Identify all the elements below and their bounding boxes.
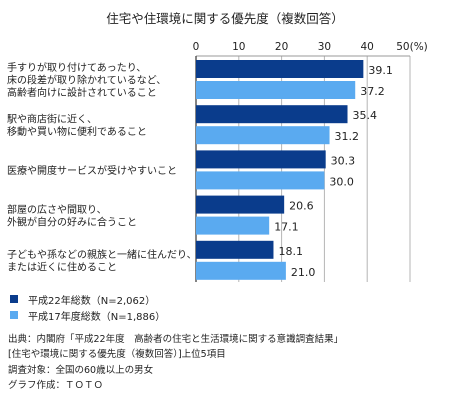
bar (196, 150, 326, 169)
category-label: または近くに住めること (7, 261, 117, 274)
x-tick-label: 0 (193, 41, 200, 53)
note-source: 出典：内閣府「平成22年度 高齢者の住宅と生活環境に関する意識調査結果」 (8, 334, 344, 345)
legend-swatch-series-1 (10, 295, 18, 303)
data-label: 39.1 (368, 64, 393, 77)
category-label: 外観が自分の好みに合うこと (7, 215, 137, 228)
legend-entry-series-1: 平成22年総数（N=2,062） (10, 292, 165, 307)
category-label: 子どもや孫などの親族と一緒に住んだり、 (7, 248, 197, 261)
chart-title: 住宅や住環境に関する優先度（複数回答） (106, 11, 344, 26)
bar-chart: 0 10 20 30 40 50(%)39.1 37.2 手すりが取り付けてあったり、床の段差… (7, 41, 428, 282)
data-label: 30.3 (331, 154, 356, 167)
data-label: 31.2 (335, 130, 360, 143)
data-label: 30.0 (329, 175, 354, 188)
bar (196, 261, 286, 280)
x-tick-label: 30 (318, 41, 331, 53)
legend-entry-series-2: 平成17年度総数（N=1,886） (10, 308, 166, 323)
data-label: 35.4 (353, 109, 378, 122)
bar (196, 60, 364, 78)
note-author: グラフ作成：ＴＯＴＯ (8, 379, 104, 391)
category-label: 床の段差が取り除かれているなど、 (7, 74, 166, 87)
note-subject: [住宅や環境に関する優先度（複数回答）]上位5項目 (8, 349, 226, 361)
category-label: 駅や商店街に近く、 (7, 112, 97, 125)
source-notes: 出典：内閣府「平成22年度 高齢者の住宅と生活環境に関する意識調査結果」 [住宅… (8, 332, 343, 393)
bar (196, 216, 270, 235)
data-label: 18.1 (278, 245, 303, 258)
category-label: 手すりが取り付けてあったり、 (7, 61, 146, 74)
x-tick-label: 10 (232, 41, 245, 53)
data-label: 37.2 (360, 85, 385, 98)
data-label: 21.0 (291, 266, 316, 279)
bar (196, 126, 330, 145)
note-population: 調査対象：全国の60歳以上の男女 (8, 364, 154, 376)
bar (196, 240, 274, 259)
category-label: 部屋の広さや間取り、 (7, 203, 107, 216)
data-label: 20.6 (289, 200, 314, 213)
x-tick-label: 20 (275, 41, 288, 53)
category-label: 移動や買い物に便利であること (7, 125, 147, 138)
bar (196, 195, 285, 214)
category-label: 医療や開度サービスが受けやすいこと (7, 164, 177, 177)
x-tick-label: 40 (361, 41, 374, 53)
bar (196, 105, 348, 124)
bar (196, 81, 356, 99)
legend-swatch-series-2 (10, 311, 18, 319)
category-label: 高齢者向けに設計されていること (7, 86, 157, 99)
legend-label-series-2: 平成17年度総数（N=1,886） (28, 311, 166, 323)
data-label: 17.1 (274, 221, 299, 234)
bar (196, 171, 325, 190)
legend-label-series-1: 平成22年総数（N=2,062） (28, 295, 156, 307)
legend: 平成22年総数（N=2,062） 平成17年度総数（N=1,886） (10, 292, 165, 324)
x-unit-label: 50(%) (396, 41, 428, 53)
